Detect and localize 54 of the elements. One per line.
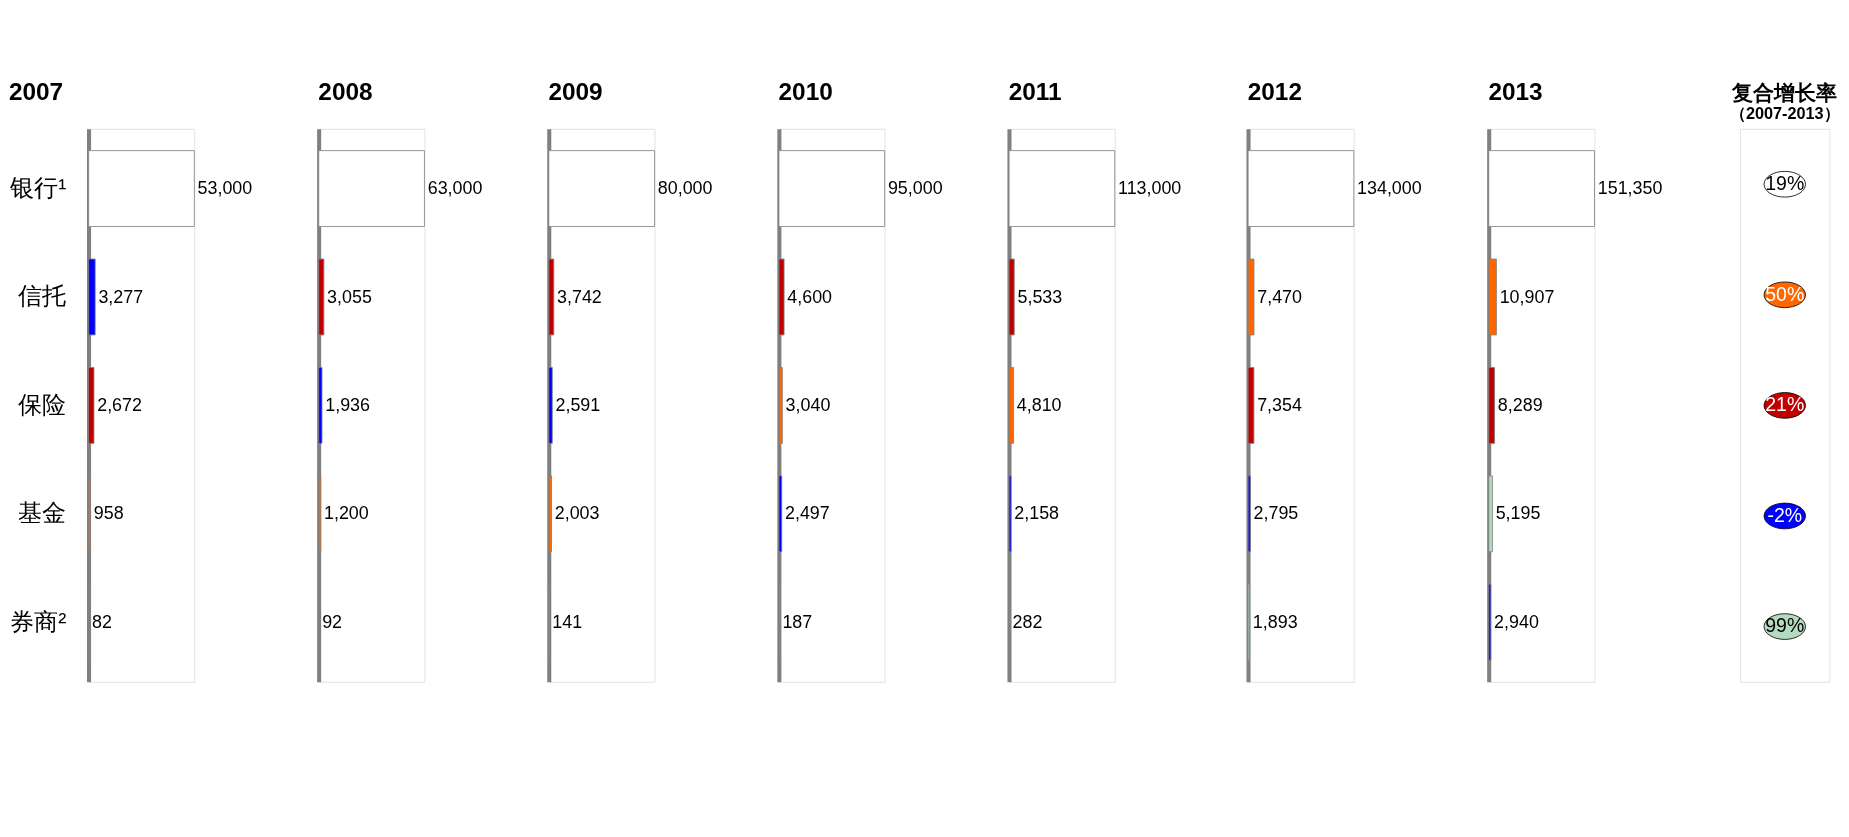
data-label: 2,158	[1014, 503, 1060, 524]
data-label: 8,289	[1497, 395, 1543, 416]
data-label: 7,354	[1257, 395, 1302, 416]
data-label: 21%	[1765, 393, 1805, 416]
data-label: 2,940	[1494, 611, 1539, 632]
data-label: 4,810	[1016, 395, 1062, 416]
chart-title: 2012	[1247, 77, 1302, 105]
data-label: 82	[92, 611, 112, 632]
data-label: 1,936	[325, 395, 371, 416]
chart-title: 2008	[318, 77, 373, 105]
text: 复合增长率	[1731, 80, 1838, 104]
y-tick-label: 基金	[18, 499, 67, 527]
data-label: 19%	[1765, 171, 1805, 194]
chart-title: 2010	[778, 77, 833, 105]
data-label: 10,907	[1499, 286, 1555, 307]
chart-title: 2011	[1008, 77, 1062, 105]
data-label: 134,000	[1357, 178, 1422, 199]
data-label: 92	[322, 611, 343, 632]
data-label: 2,003	[554, 503, 600, 524]
data-label: 99%	[1765, 614, 1805, 637]
data-label: -2%	[1767, 503, 1803, 526]
y-tick-label: 保险	[18, 390, 67, 418]
data-label: 1,893	[1252, 611, 1298, 632]
data-label: 95,000	[887, 178, 943, 199]
data-label: 5,195	[1495, 503, 1541, 524]
data-label: 1,200	[324, 503, 369, 524]
data-label: 2,672	[97, 395, 142, 416]
data-label: 3,055	[327, 286, 372, 307]
data-label: 53,000	[197, 178, 253, 199]
data-label: 187	[782, 611, 813, 632]
data-label: 80,000	[657, 178, 713, 199]
data-label: 113,000	[1118, 178, 1182, 199]
data-label: 50%	[1765, 282, 1805, 305]
chart-title: 2007	[8, 77, 64, 105]
data-label: 151,350	[1597, 178, 1663, 199]
data-label: 282	[1012, 611, 1043, 632]
data-label: 3,742	[557, 286, 602, 307]
data-label: 4,600	[787, 286, 833, 307]
chart-title: 2009	[548, 77, 603, 105]
data-label: 7,470	[1257, 286, 1303, 307]
data-label: 63,000	[427, 178, 483, 199]
y-tick-label: 券商²	[10, 607, 67, 635]
data-label: 3,277	[98, 286, 144, 307]
data-label: 2,591	[555, 395, 601, 416]
data-label: 5,533	[1017, 286, 1063, 307]
data-label: 958	[93, 503, 124, 524]
data-label: 2,795	[1253, 503, 1299, 524]
data-label: 141	[552, 611, 583, 632]
y-tick-label: 银行¹	[9, 173, 67, 201]
data-label: 3,040	[785, 395, 831, 416]
data-label: 2,497	[784, 503, 830, 524]
chart-title: 2013	[1488, 77, 1543, 105]
text: （2007-2013）	[1729, 104, 1840, 124]
y-tick-label: 信托	[18, 282, 67, 310]
